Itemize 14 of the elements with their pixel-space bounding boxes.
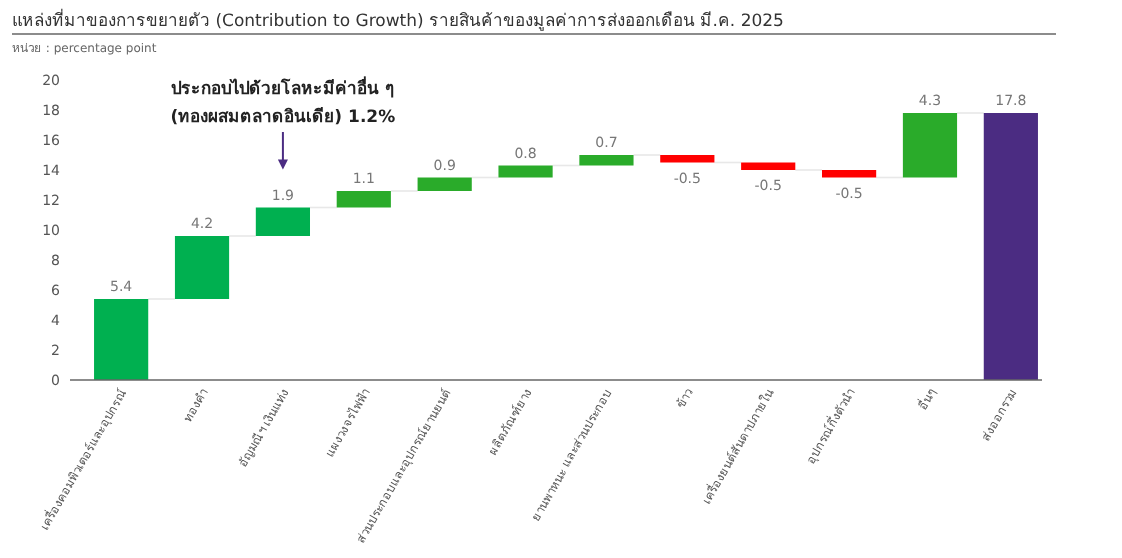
bar [94, 299, 149, 380]
bar [174, 236, 230, 299]
bar [579, 155, 634, 166]
bar [902, 113, 958, 178]
chart-title: แหล่งที่มาของการขยายตัว (Contribution to Growth) รายสินค้าของมูลค่าการส่งออกเดือน มี.ค. 2025 [12, 8, 784, 32]
bar [255, 207, 310, 236]
bar [983, 113, 1038, 380]
annotation: ประกอบไปด้วยโลหะมีค่าอื่น ๆ (ทองผสมตลาดอินเดีย) 1.2% [170, 74, 397, 128]
bar [336, 191, 391, 208]
bar [660, 155, 715, 163]
bar [417, 177, 472, 191]
bar [498, 165, 553, 178]
bar [822, 170, 877, 178]
bar [741, 162, 796, 170]
